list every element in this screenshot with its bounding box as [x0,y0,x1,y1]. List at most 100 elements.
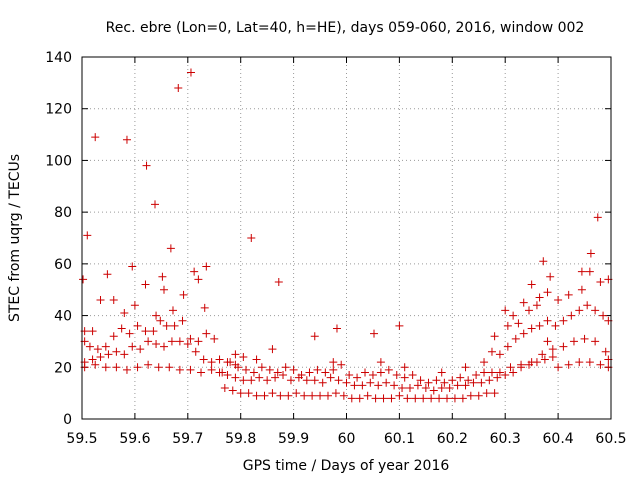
data-point [279,371,288,380]
x-axis-label: GPS time / Days of year 2016 [243,458,450,474]
data-point [539,257,548,266]
data-point [398,383,407,392]
data-point [474,391,483,400]
data-point [577,267,586,276]
x-tick-label: 59.7 [172,431,203,447]
data-point [445,383,454,392]
data-point [239,376,248,385]
data-point [347,394,356,403]
data-point [437,368,446,377]
data-point [503,321,512,330]
data-point [125,329,134,338]
data-point [400,373,409,382]
data-point [559,342,568,351]
data-point [149,327,158,336]
data-point [519,329,528,338]
data-point [376,368,385,377]
data-point [215,355,224,364]
data-point [247,376,256,385]
data-point [168,306,177,315]
data-point [286,376,295,385]
data-point [96,352,105,361]
data-point [305,368,314,377]
data-point [493,373,502,382]
data-point [191,347,200,356]
data-point [601,347,610,356]
data-point [300,391,309,400]
data-point [247,234,256,242]
grid-lines [82,57,611,419]
data-point [271,373,280,382]
data-point [437,383,446,392]
y-tick-label: 80 [54,205,72,221]
data-point [120,350,129,359]
data-point [551,321,560,330]
data-point [487,347,496,356]
data-point [501,371,510,380]
data-point [133,363,142,372]
data-point [382,378,391,387]
data-point [310,376,319,385]
data-point [480,368,489,377]
data-point [575,358,584,367]
data-point [323,391,332,400]
data-point [421,383,430,392]
data-point [244,389,253,398]
data-point [166,244,175,253]
data-point [363,391,372,400]
data-point [159,285,168,294]
data-point [514,319,523,328]
data-point [591,306,600,315]
data-point [175,365,184,374]
data-point [495,350,504,359]
data-point [207,365,216,374]
data-point [511,334,520,343]
data-point [527,280,536,289]
data-point [91,360,100,369]
data-point [569,337,578,346]
data-point [194,275,203,284]
y-tick-label: 140 [45,50,72,66]
data-point [519,298,528,307]
data-point [165,363,174,372]
data-point [361,368,370,377]
data-point [583,301,592,310]
data-point [263,376,272,385]
data-point [142,161,151,170]
data-point [540,355,549,364]
data-point [223,371,232,380]
data-point [101,363,110,372]
data-point [128,342,137,351]
data-point [141,327,150,336]
data-point [234,363,243,372]
data-point [527,324,536,333]
data-point [419,394,428,403]
data-point [274,277,283,286]
data-point [268,389,277,398]
data-point [353,373,362,382]
data-point [345,371,354,380]
data-point [326,373,335,382]
data-point [580,334,589,343]
data-point [405,383,414,392]
y-tick-label: 20 [54,360,72,376]
data-point [339,391,348,400]
x-tick-label: 60.5 [595,431,626,447]
data-point [543,316,552,325]
data-point [376,358,385,367]
data-point [318,378,327,387]
data-point [112,347,121,356]
data-point [440,378,449,387]
data-point [525,306,534,315]
data-point [257,363,266,372]
data-point [88,327,97,336]
data-point [316,391,325,400]
data-point [400,363,409,372]
data-point [485,376,494,385]
data-point [210,334,219,343]
data-point [480,358,489,367]
chart-title: Rec. ebre (Lon=0, Lat=40, h=HE), days 05… [106,20,585,36]
data-point [91,133,100,142]
data-point [466,391,475,400]
data-point [374,381,383,390]
